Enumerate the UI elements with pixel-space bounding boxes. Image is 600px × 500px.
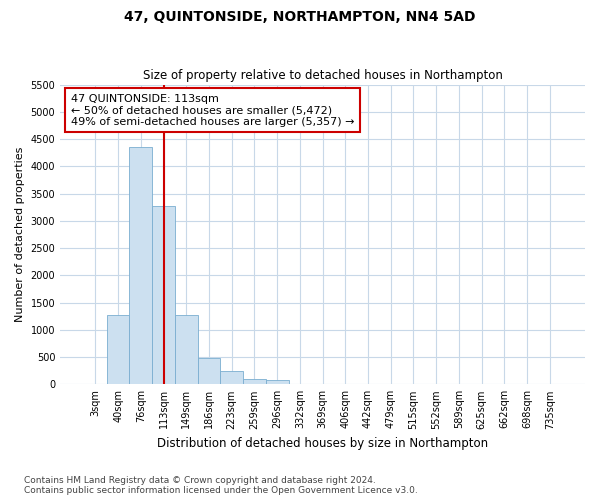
Bar xyxy=(266,380,289,384)
Text: Contains HM Land Registry data © Crown copyright and database right 2024.
Contai: Contains HM Land Registry data © Crown c… xyxy=(24,476,418,495)
Text: 47, QUINTONSIDE, NORTHAMPTON, NN4 5AD: 47, QUINTONSIDE, NORTHAMPTON, NN4 5AD xyxy=(124,10,476,24)
Bar xyxy=(197,358,220,384)
Bar xyxy=(220,371,243,384)
Bar xyxy=(152,206,175,384)
Text: 47 QUINTONSIDE: 113sqm
← 50% of detached houses are smaller (5,472)
49% of semi-: 47 QUINTONSIDE: 113sqm ← 50% of detached… xyxy=(71,94,354,126)
Bar xyxy=(130,147,152,384)
Bar xyxy=(107,315,130,384)
Title: Size of property relative to detached houses in Northampton: Size of property relative to detached ho… xyxy=(143,69,503,82)
Bar xyxy=(243,379,266,384)
X-axis label: Distribution of detached houses by size in Northampton: Distribution of detached houses by size … xyxy=(157,437,488,450)
Y-axis label: Number of detached properties: Number of detached properties xyxy=(15,146,25,322)
Bar xyxy=(175,315,197,384)
